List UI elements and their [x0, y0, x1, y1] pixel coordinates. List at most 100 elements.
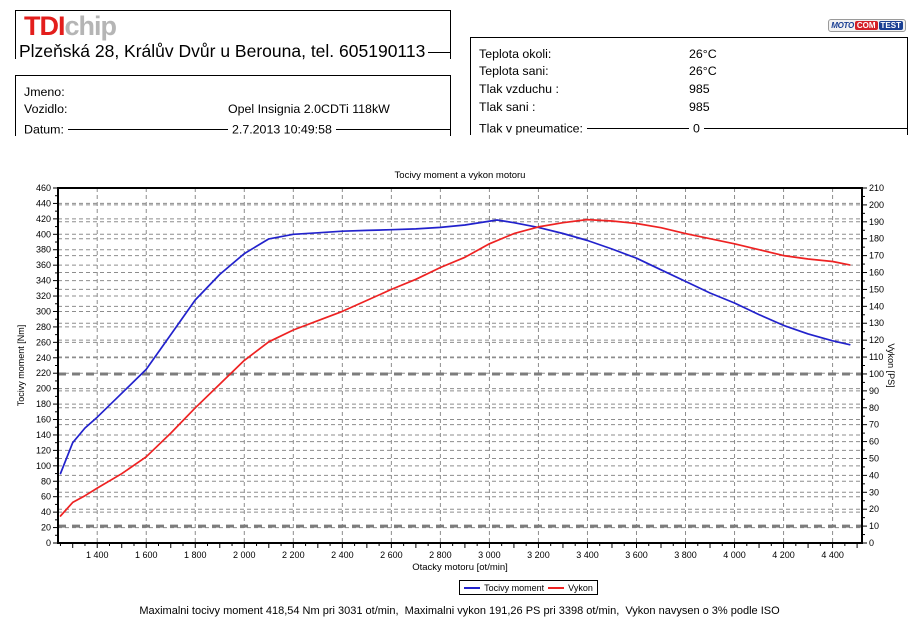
chart-text: Vykon [PS] [886, 343, 896, 387]
cond-row-teplota-okoli: Teplota okoli: 26°C [471, 45, 907, 63]
chart-text: 180 [36, 399, 51, 409]
info-row-vozidlo: Vozidlo: Opel Insignia 2.0CDTi 118kW [16, 101, 450, 119]
box-corner-stub [470, 129, 471, 135]
chart-text: 140 [869, 301, 884, 311]
chart-text: 2 400 [331, 550, 354, 560]
shop-address: Plzeňská 28, Králův Dvůr u Berouna, tel.… [16, 41, 429, 61]
chart-text: 200 [869, 200, 884, 210]
tlak-vzduchu-label: Tlak vzduchu : [479, 81, 559, 96]
chart-text: 2 600 [380, 550, 403, 560]
teplota-sani-value: 26°C [689, 64, 717, 79]
chart-text: 40 [41, 507, 51, 517]
chart-text: 440 [36, 198, 51, 208]
cond-row-teplota-sani: Teplota sani: 26°C [471, 63, 907, 81]
chart-text: 1 400 [86, 550, 109, 560]
badge-test: TEST [878, 21, 903, 30]
cond-row-tlak-sani: Tlak sani : 985 [471, 98, 907, 116]
chart-legend: Tocivy moment Vykon [459, 580, 598, 595]
chart-text: 10 [869, 521, 879, 531]
dyno-chart: 1 400 1 600 1 800 2 000 2 200 2 400 2 600 2 800… [16, 170, 896, 573]
chart-text: 260 [36, 337, 51, 347]
box-corner-stub [450, 53, 451, 59]
info-row-jmeno: Jmeno: [16, 83, 450, 101]
chart-text: 40 [869, 470, 879, 480]
chart-text: Tocivy moment a vykon motoru [395, 170, 526, 181]
chart-text: 120 [36, 445, 51, 455]
tlak-pneumatice-value: 0 [689, 121, 704, 135]
chart-text: 3 400 [576, 550, 599, 560]
vozidlo-value: Opel Insignia 2.0CDTi 118kW [228, 102, 390, 117]
chart-text: 460 [36, 183, 51, 193]
chart-text: 400 [36, 229, 51, 239]
chart-text: 60 [41, 492, 51, 502]
chart-text: 320 [36, 291, 51, 301]
cond-row-tlak-vzduchu: Tlak vzduchu : 985 [471, 80, 907, 98]
chart-text: 100 [869, 369, 884, 379]
chart-text: 220 [36, 368, 51, 378]
chart-text: 80 [869, 403, 879, 413]
chart-text: Otacky motoru [ot/min] [412, 562, 508, 573]
chart-text: 20 [869, 504, 879, 514]
chart-text: 150 [869, 284, 884, 294]
chart-text: 0 [869, 538, 874, 548]
chart-text: 3 600 [625, 550, 648, 560]
chart-text: 4 400 [821, 550, 844, 560]
chart-text: 3 800 [674, 550, 697, 560]
chart-text: 3 200 [527, 550, 550, 560]
chart-text: 190 [869, 217, 884, 227]
power-curve [59, 218, 851, 517]
chart-text: 180 [869, 234, 884, 244]
chart-text: 210 [869, 183, 884, 193]
logo-tdi: TDI [24, 11, 65, 41]
chart-text: 130 [869, 318, 884, 328]
torque-curve [59, 219, 851, 475]
chart-text: 120 [869, 335, 884, 345]
teplota-sani-label: Teplota sani: [479, 64, 549, 79]
tdichip-logo: TDIchip [24, 11, 118, 41]
vozidlo-label: Vozidlo: [24, 102, 68, 117]
torque-legend-swatch [464, 586, 481, 589]
power-legend-label: Vykon [568, 582, 593, 593]
chart-text: 170 [869, 251, 884, 261]
chart-text: 60 [869, 437, 879, 447]
chart-text: 2 800 [429, 550, 452, 560]
cond-row-tlak-pneumatice: Tlak v pneumatice: 0 [471, 121, 907, 136]
chart-text: 160 [869, 268, 884, 278]
chart-text: 280 [36, 322, 51, 332]
shop-header-box: TDIchip Plzeňská 28, Králův Dvůr u Berou… [15, 10, 451, 61]
box-corner-stub [15, 130, 16, 136]
chart-text: 4 200 [772, 550, 795, 560]
power-legend-swatch [548, 586, 565, 589]
max-values-summary: Maximalni tocivy moment 418,54 Nm pri 30… [139, 605, 780, 617]
tlak-pneumatice-label: Tlak v pneumatice: [471, 121, 587, 135]
box-corner-stub [15, 53, 16, 59]
teplota-okoli-label: Teplota okoli: [479, 46, 552, 61]
jmeno-label: Jmeno: [24, 84, 65, 99]
box-corner-stub [907, 129, 908, 135]
box-corner-stub [450, 130, 451, 136]
datum-value: 2.7.2013 10:49:58 [228, 122, 336, 136]
chart-text: 0 [46, 538, 51, 548]
chart-text: 80 [41, 476, 51, 486]
logo-chip: chip [64, 11, 118, 41]
chart-text: 380 [36, 245, 51, 255]
tlak-sani-label: Tlak sani : [479, 99, 536, 114]
chart-text: 70 [869, 420, 879, 430]
tlak-sani-value: 985 [689, 99, 710, 114]
chart-text: 340 [36, 276, 51, 286]
chart-text: 140 [36, 430, 51, 440]
chart-text: 90 [869, 386, 879, 396]
vehicle-info-box: Jmeno: Vozidlo: Opel Insignia 2.0CDTi 11… [15, 75, 451, 136]
chart-text: 420 [36, 214, 51, 224]
torque-legend-label: Tocivy moment [484, 582, 545, 593]
chart-text: Tocivy moment [Nm] [16, 325, 26, 407]
badge-moto: MOTO [831, 21, 854, 30]
test-conditions-box: Teplota okoli: 26°C Teplota sani: 26°C T… [470, 37, 908, 135]
chart-text: 20 [41, 523, 51, 533]
chart-text: 2 000 [233, 550, 256, 560]
teplota-okoli-value: 26°C [689, 46, 717, 61]
chart-text: 3 000 [478, 550, 501, 560]
chart-text: 110 [869, 352, 883, 362]
chart-text: 4 000 [723, 550, 746, 560]
